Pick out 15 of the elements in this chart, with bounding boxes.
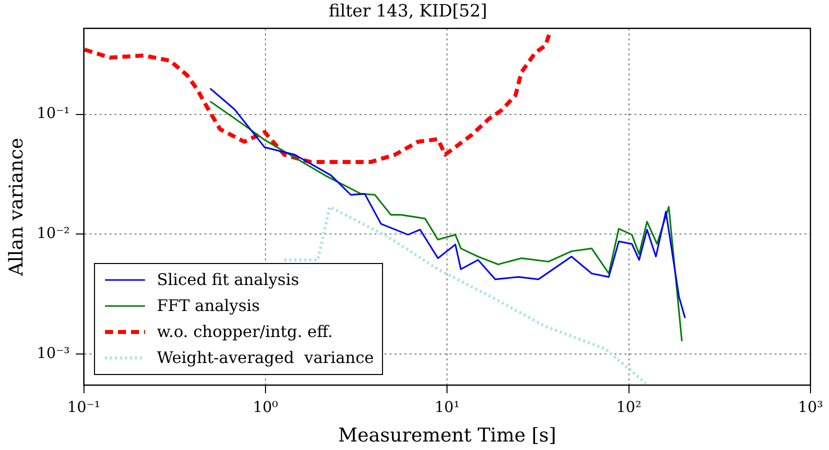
x-tick-label: 10¹ xyxy=(434,398,460,416)
x-axis-title: Measurement Time [s] xyxy=(338,424,556,447)
x-tick-label: 10³ xyxy=(798,398,824,416)
y-tick-label: 10⁻¹ xyxy=(36,104,70,122)
y-axis-title: Allan variance xyxy=(5,138,28,277)
legend-label: Weight-averaged variance xyxy=(156,347,374,370)
y-tick-label: 10⁻³ xyxy=(36,344,70,362)
x-tick-label: 10⁻¹ xyxy=(67,398,100,416)
legend-label: w.o. chopper/intg. eff. xyxy=(156,321,333,344)
x-tick-label: 10² xyxy=(616,398,642,416)
chart-title: filter 143, KID[52] xyxy=(328,2,488,22)
legend-label: Sliced fit analysis xyxy=(156,269,300,292)
y-tick-label: 10⁻² xyxy=(36,224,70,242)
x-tick-label: 10⁰ xyxy=(252,398,278,416)
legend-label: FFT analysis xyxy=(156,295,260,318)
